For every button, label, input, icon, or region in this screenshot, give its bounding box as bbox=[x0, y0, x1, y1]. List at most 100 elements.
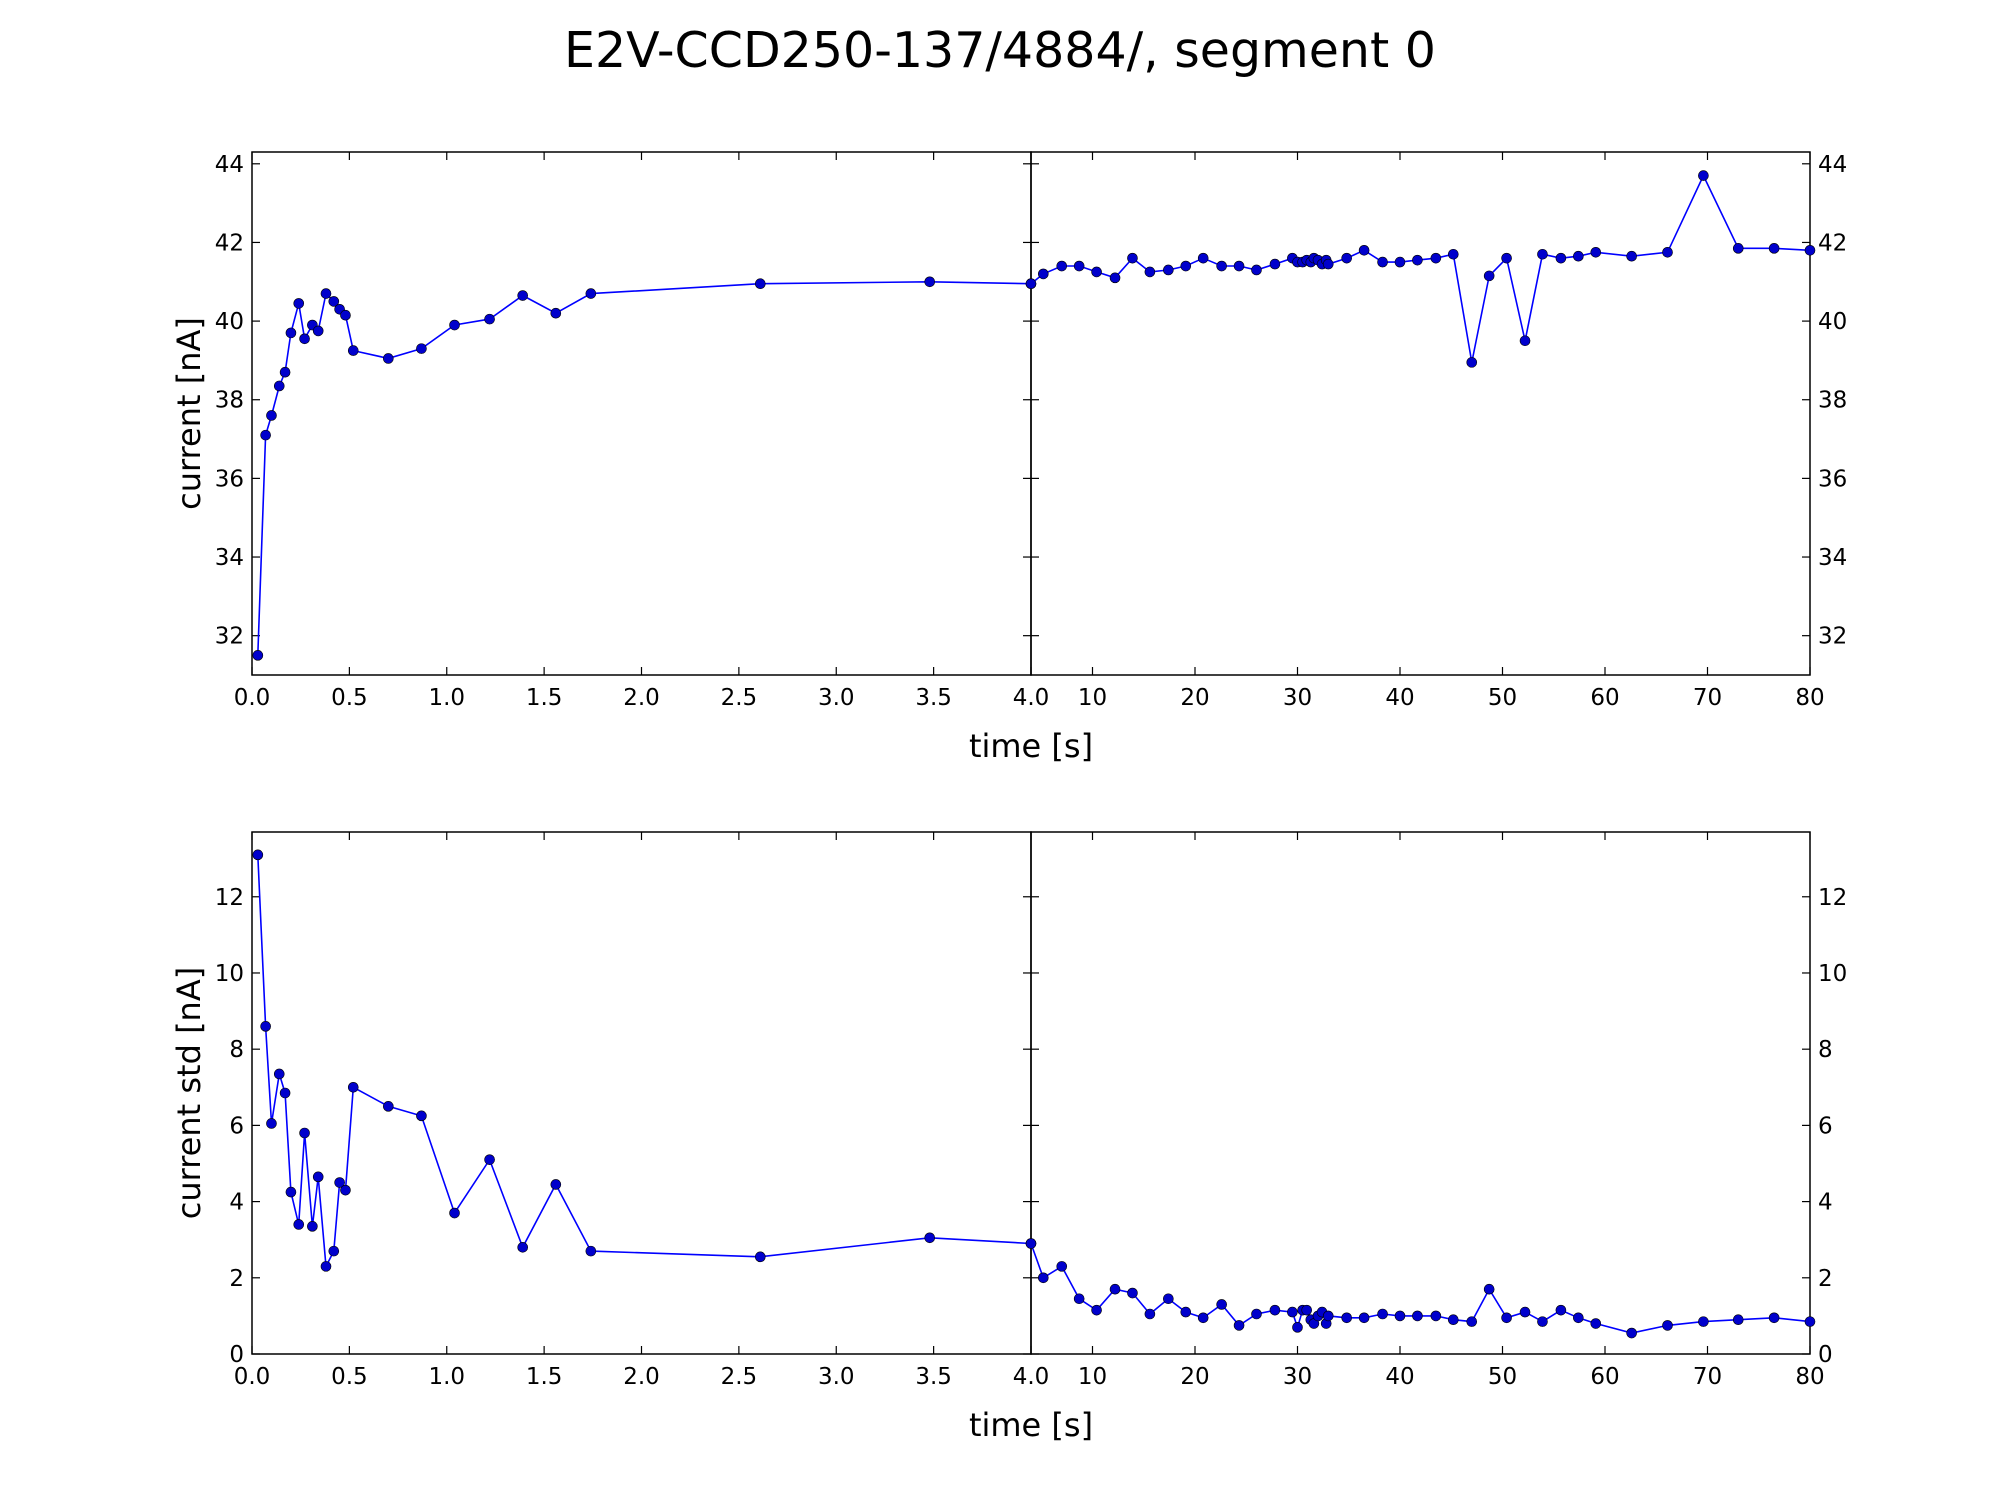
y-tick-label-left: 40 bbox=[215, 309, 244, 335]
y-tick-label-left: 44 bbox=[215, 152, 244, 178]
data-point bbox=[1073, 260, 1085, 272]
x-tick-label-right: 20 bbox=[1180, 1364, 1209, 1390]
y-axis-label: current [nA] bbox=[170, 317, 208, 510]
data-point bbox=[1127, 1287, 1138, 1299]
data-point bbox=[1216, 1299, 1227, 1310]
data-point bbox=[1662, 1320, 1673, 1331]
data-point bbox=[1412, 1310, 1423, 1322]
x-tick-label-right: 50 bbox=[1488, 685, 1517, 711]
x-tick-label-right: 40 bbox=[1385, 685, 1414, 711]
x-tick-label-left: 3.0 bbox=[818, 685, 855, 711]
data-point bbox=[328, 1245, 340, 1257]
data-point bbox=[1341, 1312, 1352, 1324]
x-tick-label-left: 3.0 bbox=[818, 1364, 855, 1390]
y-tick-label-left: 38 bbox=[215, 388, 244, 414]
x-tick-label-right: 80 bbox=[1795, 685, 1824, 711]
data-point bbox=[449, 1207, 460, 1219]
data-point bbox=[1501, 252, 1512, 264]
x-tick-label-left: 0.0 bbox=[234, 1364, 271, 1390]
data-point bbox=[293, 298, 305, 309]
data-point bbox=[347, 1081, 359, 1093]
y-tick-label-right: 40 bbox=[1818, 309, 1847, 335]
x-tick-label-right: 10 bbox=[1078, 685, 1107, 711]
data-point bbox=[1394, 256, 1406, 268]
data-point bbox=[1573, 1312, 1584, 1324]
data-point bbox=[1412, 254, 1423, 266]
x-axis-label: time [s] bbox=[969, 727, 1093, 765]
data-point bbox=[312, 1171, 324, 1183]
y-tick-label-left: 10 bbox=[215, 961, 244, 987]
left-axes-frame bbox=[251, 151, 1032, 676]
data-point bbox=[1216, 260, 1227, 272]
x-tick-label-left: 4.0 bbox=[1013, 685, 1050, 711]
data-point bbox=[1698, 170, 1709, 181]
data-point bbox=[1180, 260, 1192, 272]
x-tick-label-left: 2.0 bbox=[623, 685, 660, 711]
x-tick-label-right: 40 bbox=[1385, 1364, 1414, 1390]
right-axes-frame bbox=[1030, 151, 1811, 676]
data-point bbox=[1073, 1293, 1085, 1305]
data-point bbox=[1768, 243, 1780, 254]
data-point bbox=[1269, 1304, 1281, 1316]
data-point bbox=[252, 650, 264, 661]
x-axis-label: time [s] bbox=[969, 1406, 1093, 1444]
data-point bbox=[1025, 1238, 1037, 1249]
data-point bbox=[1732, 243, 1744, 254]
data-point bbox=[1292, 1322, 1303, 1333]
current-std-plot: 0 0 2 2 4 4 6 6 8 8 10 10 12 12 0.0 0.5 1.0 1.5 2.0 2.5 3.0 3… bbox=[170, 831, 1847, 1444]
x-tick-label-left: 3.5 bbox=[915, 1364, 952, 1390]
data-point bbox=[279, 366, 291, 378]
data-point bbox=[484, 313, 495, 325]
data-point bbox=[1144, 1308, 1156, 1320]
data-point bbox=[1109, 1283, 1121, 1295]
data-point bbox=[1091, 266, 1102, 278]
y-tick-label-right: 34 bbox=[1818, 545, 1847, 571]
data-point bbox=[416, 343, 427, 354]
data-point bbox=[334, 1177, 345, 1188]
data-point bbox=[1590, 246, 1602, 258]
data-point bbox=[1466, 1316, 1478, 1327]
data-point bbox=[266, 410, 277, 421]
data-point bbox=[299, 333, 310, 345]
y-tick-label-left: 36 bbox=[215, 466, 244, 492]
data-point bbox=[924, 1232, 936, 1244]
data-point bbox=[924, 276, 936, 288]
series-line-left bbox=[257, 854, 1032, 1270]
data-point bbox=[585, 1245, 597, 1257]
data-point bbox=[1483, 1283, 1495, 1295]
y-tick-label-left: 32 bbox=[215, 624, 244, 650]
data-point bbox=[1144, 266, 1156, 278]
data-point bbox=[273, 1068, 285, 1080]
data-point bbox=[484, 1154, 495, 1165]
data-point bbox=[1197, 1312, 1209, 1324]
data-point bbox=[1358, 245, 1370, 256]
data-point bbox=[1662, 246, 1673, 258]
y-tick-label-left: 6 bbox=[229, 1113, 244, 1139]
data-point bbox=[1038, 268, 1049, 280]
data-point bbox=[1251, 1308, 1262, 1320]
data-point bbox=[279, 1087, 291, 1099]
x-tick-label-left: 3.5 bbox=[915, 685, 952, 711]
data-point bbox=[1127, 252, 1138, 264]
x-tick-label-right: 60 bbox=[1590, 685, 1619, 711]
y-tick-label-left: 4 bbox=[229, 1190, 244, 1216]
data-point bbox=[585, 288, 597, 299]
x-tick-label-left: 1.5 bbox=[526, 685, 563, 711]
data-point bbox=[266, 1118, 277, 1129]
data-point bbox=[1626, 250, 1637, 262]
y-tick-label-right: 6 bbox=[1818, 1113, 1833, 1139]
y-tick-label-left: 42 bbox=[215, 230, 244, 256]
y-tick-label-left: 2 bbox=[229, 1266, 244, 1292]
data-point bbox=[1537, 248, 1548, 260]
data-point bbox=[1537, 1316, 1548, 1327]
data-point bbox=[1483, 270, 1495, 282]
data-point bbox=[285, 327, 297, 339]
left-axes-frame bbox=[251, 831, 1032, 1355]
data-point bbox=[517, 1242, 529, 1253]
data-point bbox=[1555, 1304, 1567, 1316]
data-point bbox=[1804, 1316, 1816, 1327]
data-point bbox=[1501, 1312, 1512, 1324]
x-tick-label-right: 30 bbox=[1283, 1364, 1312, 1390]
data-point bbox=[754, 278, 766, 290]
